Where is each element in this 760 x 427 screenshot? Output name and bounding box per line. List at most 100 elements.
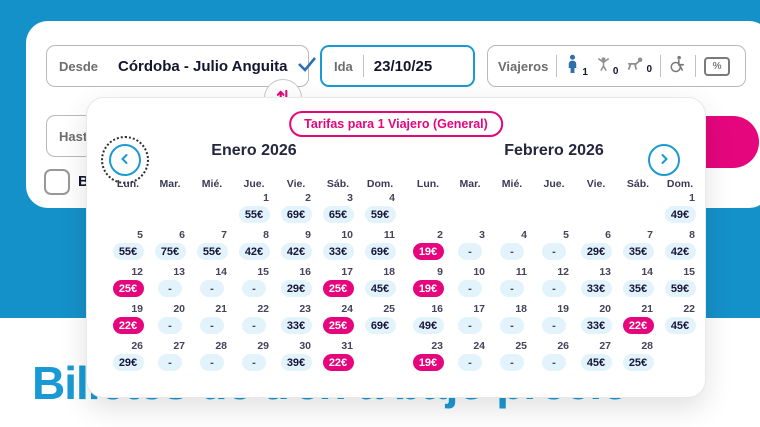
fare-price-pill[interactable]: 33€ <box>322 243 354 260</box>
calendar-day-cell: 2 69€ <box>275 192 317 229</box>
calendar-day-cell: 23 19€ <box>407 340 449 377</box>
fare-price-pill[interactable]: 19€ <box>412 354 444 371</box>
fare-price-pill[interactable]: 29€ <box>580 243 612 260</box>
calendar-day-cell: 31 22€ <box>317 340 359 377</box>
calendar-day-cell: 21 22€ <box>617 303 659 340</box>
day-number: 7 <box>647 229 653 241</box>
fare-price-pill[interactable]: 29€ <box>112 354 144 371</box>
fare-price-pill[interactable]: - <box>542 354 566 371</box>
fare-calendar-popup: Tarifas para 1 Viajero (General) Enero 2… <box>86 97 706 398</box>
outbound-date-field[interactable]: Ida 23/10/25 <box>320 45 475 87</box>
fare-price-pill[interactable]: 45€ <box>664 317 696 334</box>
calendar-day-cell: 21 - <box>191 303 233 340</box>
fare-price-pill[interactable]: - <box>158 280 182 297</box>
fare-price-pill[interactable]: - <box>500 280 524 297</box>
month-title: Febrero 2026 <box>504 142 604 159</box>
fare-price-pill[interactable]: - <box>542 280 566 297</box>
calendar-day-cell: 10 - <box>449 266 491 303</box>
calendar-day-cell: 4 59€ <box>359 192 401 229</box>
fare-price-pill[interactable]: 45€ <box>580 354 612 371</box>
fare-price-pill[interactable]: 22€ <box>622 317 654 334</box>
fare-price-pill[interactable]: - <box>458 280 482 297</box>
fare-price-pill[interactable]: 19€ <box>412 243 444 260</box>
fare-price-pill[interactable]: 25€ <box>322 280 354 297</box>
fare-price-pill[interactable]: 75€ <box>154 243 186 260</box>
fare-price-pill[interactable]: 42€ <box>238 243 270 260</box>
fare-price-pill[interactable]: 35€ <box>622 243 654 260</box>
fare-price-pill[interactable]: 59€ <box>364 206 396 223</box>
fare-price-pill[interactable]: - <box>458 317 482 334</box>
fare-price-pill[interactable]: 33€ <box>580 317 612 334</box>
fare-price-pill[interactable]: 22€ <box>112 317 144 334</box>
day-number: 29 <box>257 340 269 352</box>
fare-price-pill[interactable]: - <box>158 354 182 371</box>
fare-price-pill[interactable]: - <box>158 317 182 334</box>
fare-price-pill[interactable]: - <box>500 243 524 260</box>
day-number: 23 <box>299 303 311 315</box>
fare-price-pill[interactable]: 55€ <box>196 243 228 260</box>
fare-price-pill[interactable]: - <box>200 354 224 371</box>
fare-price-pill[interactable]: 25€ <box>322 317 354 334</box>
fare-price-pill[interactable]: 69€ <box>364 243 396 260</box>
next-month-button[interactable] <box>648 144 680 176</box>
fare-price-pill[interactable]: 55€ <box>112 243 144 260</box>
fare-price-pill[interactable]: - <box>542 317 566 334</box>
wheelchair-icon[interactable] <box>669 55 687 78</box>
fare-price-pill[interactable]: - <box>242 280 266 297</box>
fare-price-pill[interactable]: - <box>458 243 482 260</box>
fare-price-pill[interactable]: - <box>242 317 266 334</box>
day-number: 5 <box>137 229 143 241</box>
fare-price-pill[interactable]: 22€ <box>322 354 354 371</box>
calendar-day-grid: 1 55€ 2 69€ 3 65€ 4 59€ 5 55€ 6 75€ 7 55€ 8 42€ 9 42€ 10 33… <box>107 192 401 377</box>
option-checkbox[interactable] <box>44 169 70 195</box>
fare-price-pill[interactable]: 33€ <box>280 317 312 334</box>
calendar-day-cell: 15 - <box>233 266 275 303</box>
fare-price-pill[interactable]: 65€ <box>322 206 354 223</box>
fare-price-pill[interactable]: - <box>542 243 566 260</box>
outbound-date-value: 23/10/25 <box>373 57 433 75</box>
check-icon <box>297 56 317 77</box>
fare-price-pill[interactable]: 19€ <box>412 280 444 297</box>
fare-price-pill[interactable]: 42€ <box>280 243 312 260</box>
field-divider <box>660 55 662 77</box>
weekday-header: Vie. <box>286 178 306 190</box>
fare-price-pill[interactable]: 55€ <box>238 206 270 223</box>
fare-price-pill[interactable]: 45€ <box>364 280 396 297</box>
fare-price-pill[interactable]: 29€ <box>280 280 312 297</box>
fare-price-pill[interactable]: 49€ <box>412 317 444 334</box>
fare-price-pill[interactable]: 39€ <box>280 354 312 371</box>
fare-price-pill[interactable]: 42€ <box>664 243 696 260</box>
fare-price-pill[interactable]: - <box>200 317 224 334</box>
passengers-field[interactable]: Viajeros 1 0 0 <box>487 45 746 87</box>
day-number: 12 <box>131 266 143 278</box>
fare-price-pill[interactable]: - <box>500 354 524 371</box>
fare-price-pill[interactable]: 49€ <box>664 206 696 223</box>
day-number: 14 <box>215 266 227 278</box>
fare-price-pill[interactable]: 25€ <box>112 280 144 297</box>
fare-price-pill[interactable]: - <box>200 280 224 297</box>
empty-day-cell <box>407 192 449 229</box>
day-number: 1 <box>689 192 695 204</box>
fare-price-pill[interactable]: 69€ <box>364 317 396 334</box>
fare-info-badge: Tarifas para 1 Viajero (General) <box>289 111 503 137</box>
origin-field[interactable]: Desde Córdoba - Julio Anguita <box>46 45 317 87</box>
prev-month-button[interactable] <box>109 144 141 176</box>
calendar-day-cell: 14 35€ <box>617 266 659 303</box>
adult-passenger-counter[interactable]: 1 <box>565 54 588 79</box>
child-passenger-counter[interactable]: 0 <box>596 55 618 78</box>
empty-day-cell <box>149 192 191 229</box>
fare-price-pill[interactable]: 69€ <box>280 206 312 223</box>
day-number: 10 <box>341 229 353 241</box>
discount-card-icon[interactable]: % <box>704 56 731 76</box>
baby-passenger-counter[interactable]: 0 <box>626 56 652 76</box>
fare-price-pill[interactable]: 35€ <box>622 280 654 297</box>
baby-icon <box>626 56 644 76</box>
fare-price-pill[interactable]: - <box>500 317 524 334</box>
fare-price-pill[interactable]: 59€ <box>664 280 696 297</box>
fare-price-pill[interactable]: - <box>458 354 482 371</box>
fare-price-pill[interactable]: 33€ <box>580 280 612 297</box>
fare-price-pill[interactable]: - <box>242 354 266 371</box>
outbound-date-label: Ida <box>334 58 353 74</box>
fare-price-pill[interactable]: 25€ <box>622 354 654 371</box>
calendar-day-cell: 14 - <box>191 266 233 303</box>
